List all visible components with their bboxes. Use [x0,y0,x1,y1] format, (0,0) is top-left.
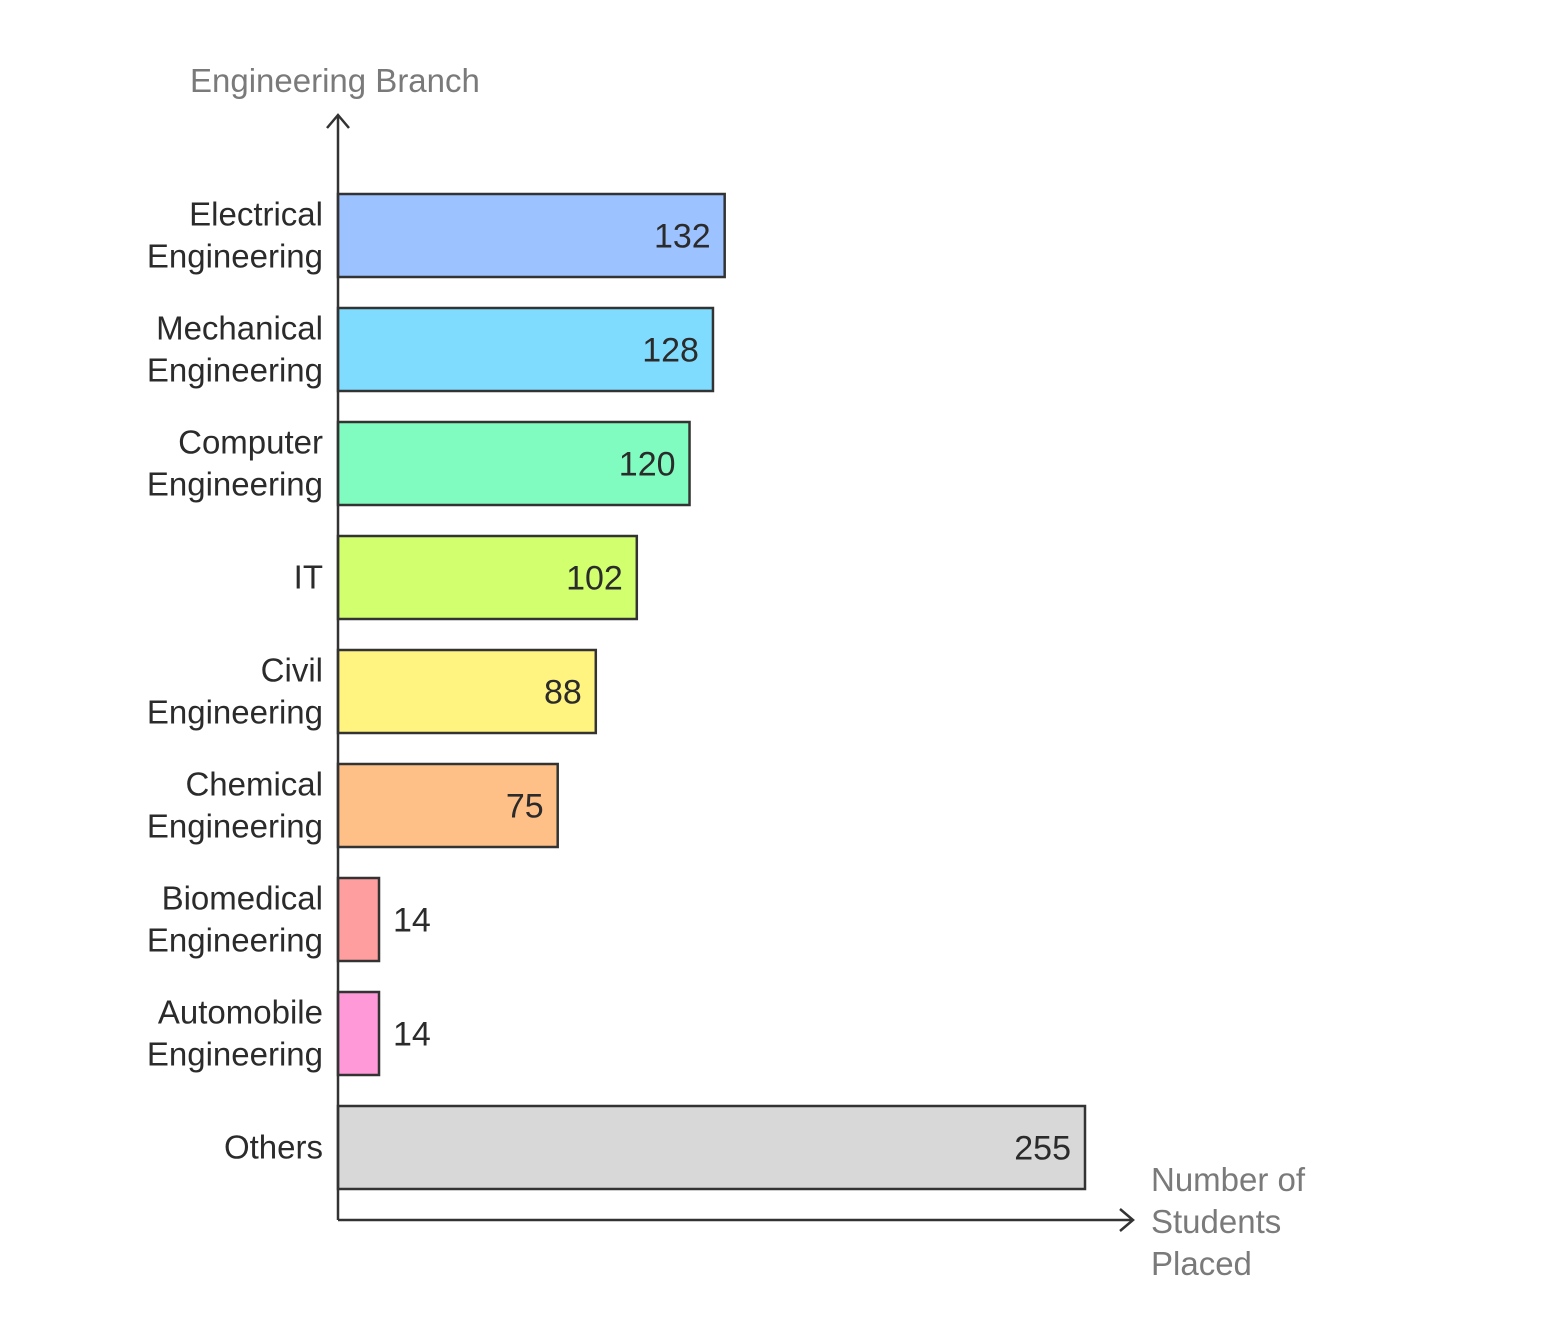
category-label-line: Chemical [185,766,323,803]
category-label-line: Engineering [147,694,323,731]
bar-value-label: 255 [1014,1130,1071,1168]
x-axis-arrow-icon [1119,1208,1135,1232]
bar [336,876,381,963]
bar-value-label: 132 [654,218,711,256]
category-label-line: Others [224,1129,323,1166]
category-label: Biomedical Engineering [147,880,323,959]
bar [336,192,726,279]
bar-value-label: 128 [642,332,699,370]
category-label-line: Computer [178,424,323,461]
category-label-line: Engineering [147,922,323,959]
category-label: Electrical Engineering [147,196,323,275]
category-label-line: Civil [261,652,323,689]
category-label-line: Electrical [189,196,323,233]
bars-layer [336,192,1087,1191]
category-label: Civil Engineering [147,652,323,731]
bar-value-label: 75 [506,788,544,826]
bar-value-label: 102 [566,560,623,598]
category-label: Mechanical Engineering [147,310,323,389]
category-label-line: IT [294,559,323,596]
x-axis-title-line-3: Placed [1151,1245,1252,1282]
bar-value-label: 88 [544,674,582,712]
category-label-line: Engineering [147,808,323,845]
category-label-line: Engineering [147,466,323,503]
x-axis-title-line-2: Students [1151,1203,1281,1240]
x-axis-title: Number of Students Placed [1151,1161,1314,1282]
bar [336,990,381,1077]
category-label-line: Engineering [147,1036,323,1073]
category-label-line: Mechanical [156,310,323,347]
category-label-line: Automobile [158,994,323,1031]
bar [336,420,691,507]
bar [336,1104,1087,1191]
category-label-line: Engineering [147,238,323,275]
labels-layer: 132 Electrical Engineering 128 Mechanical Eng… [147,196,1071,1168]
bar [336,534,639,621]
bar-value-label: 14 [393,1016,431,1054]
category-label-line: Engineering [147,352,323,389]
category-label: IT [294,559,323,596]
category-label: Others [224,1129,323,1166]
category-label-line: Biomedical [162,880,323,917]
category-label: Automobile Engineering [147,994,323,1073]
bar-value-label: 120 [619,446,676,484]
bar [336,306,715,393]
category-label: Computer Engineering [147,424,323,503]
category-label: Chemical Engineering [147,766,323,845]
y-axis-title: Engineering Branch [190,62,480,99]
bar [336,648,598,735]
y-axis-arrow-icon [326,113,350,129]
x-axis-title-line-1: Number of [1151,1161,1306,1198]
bar-value-label: 14 [393,902,431,940]
